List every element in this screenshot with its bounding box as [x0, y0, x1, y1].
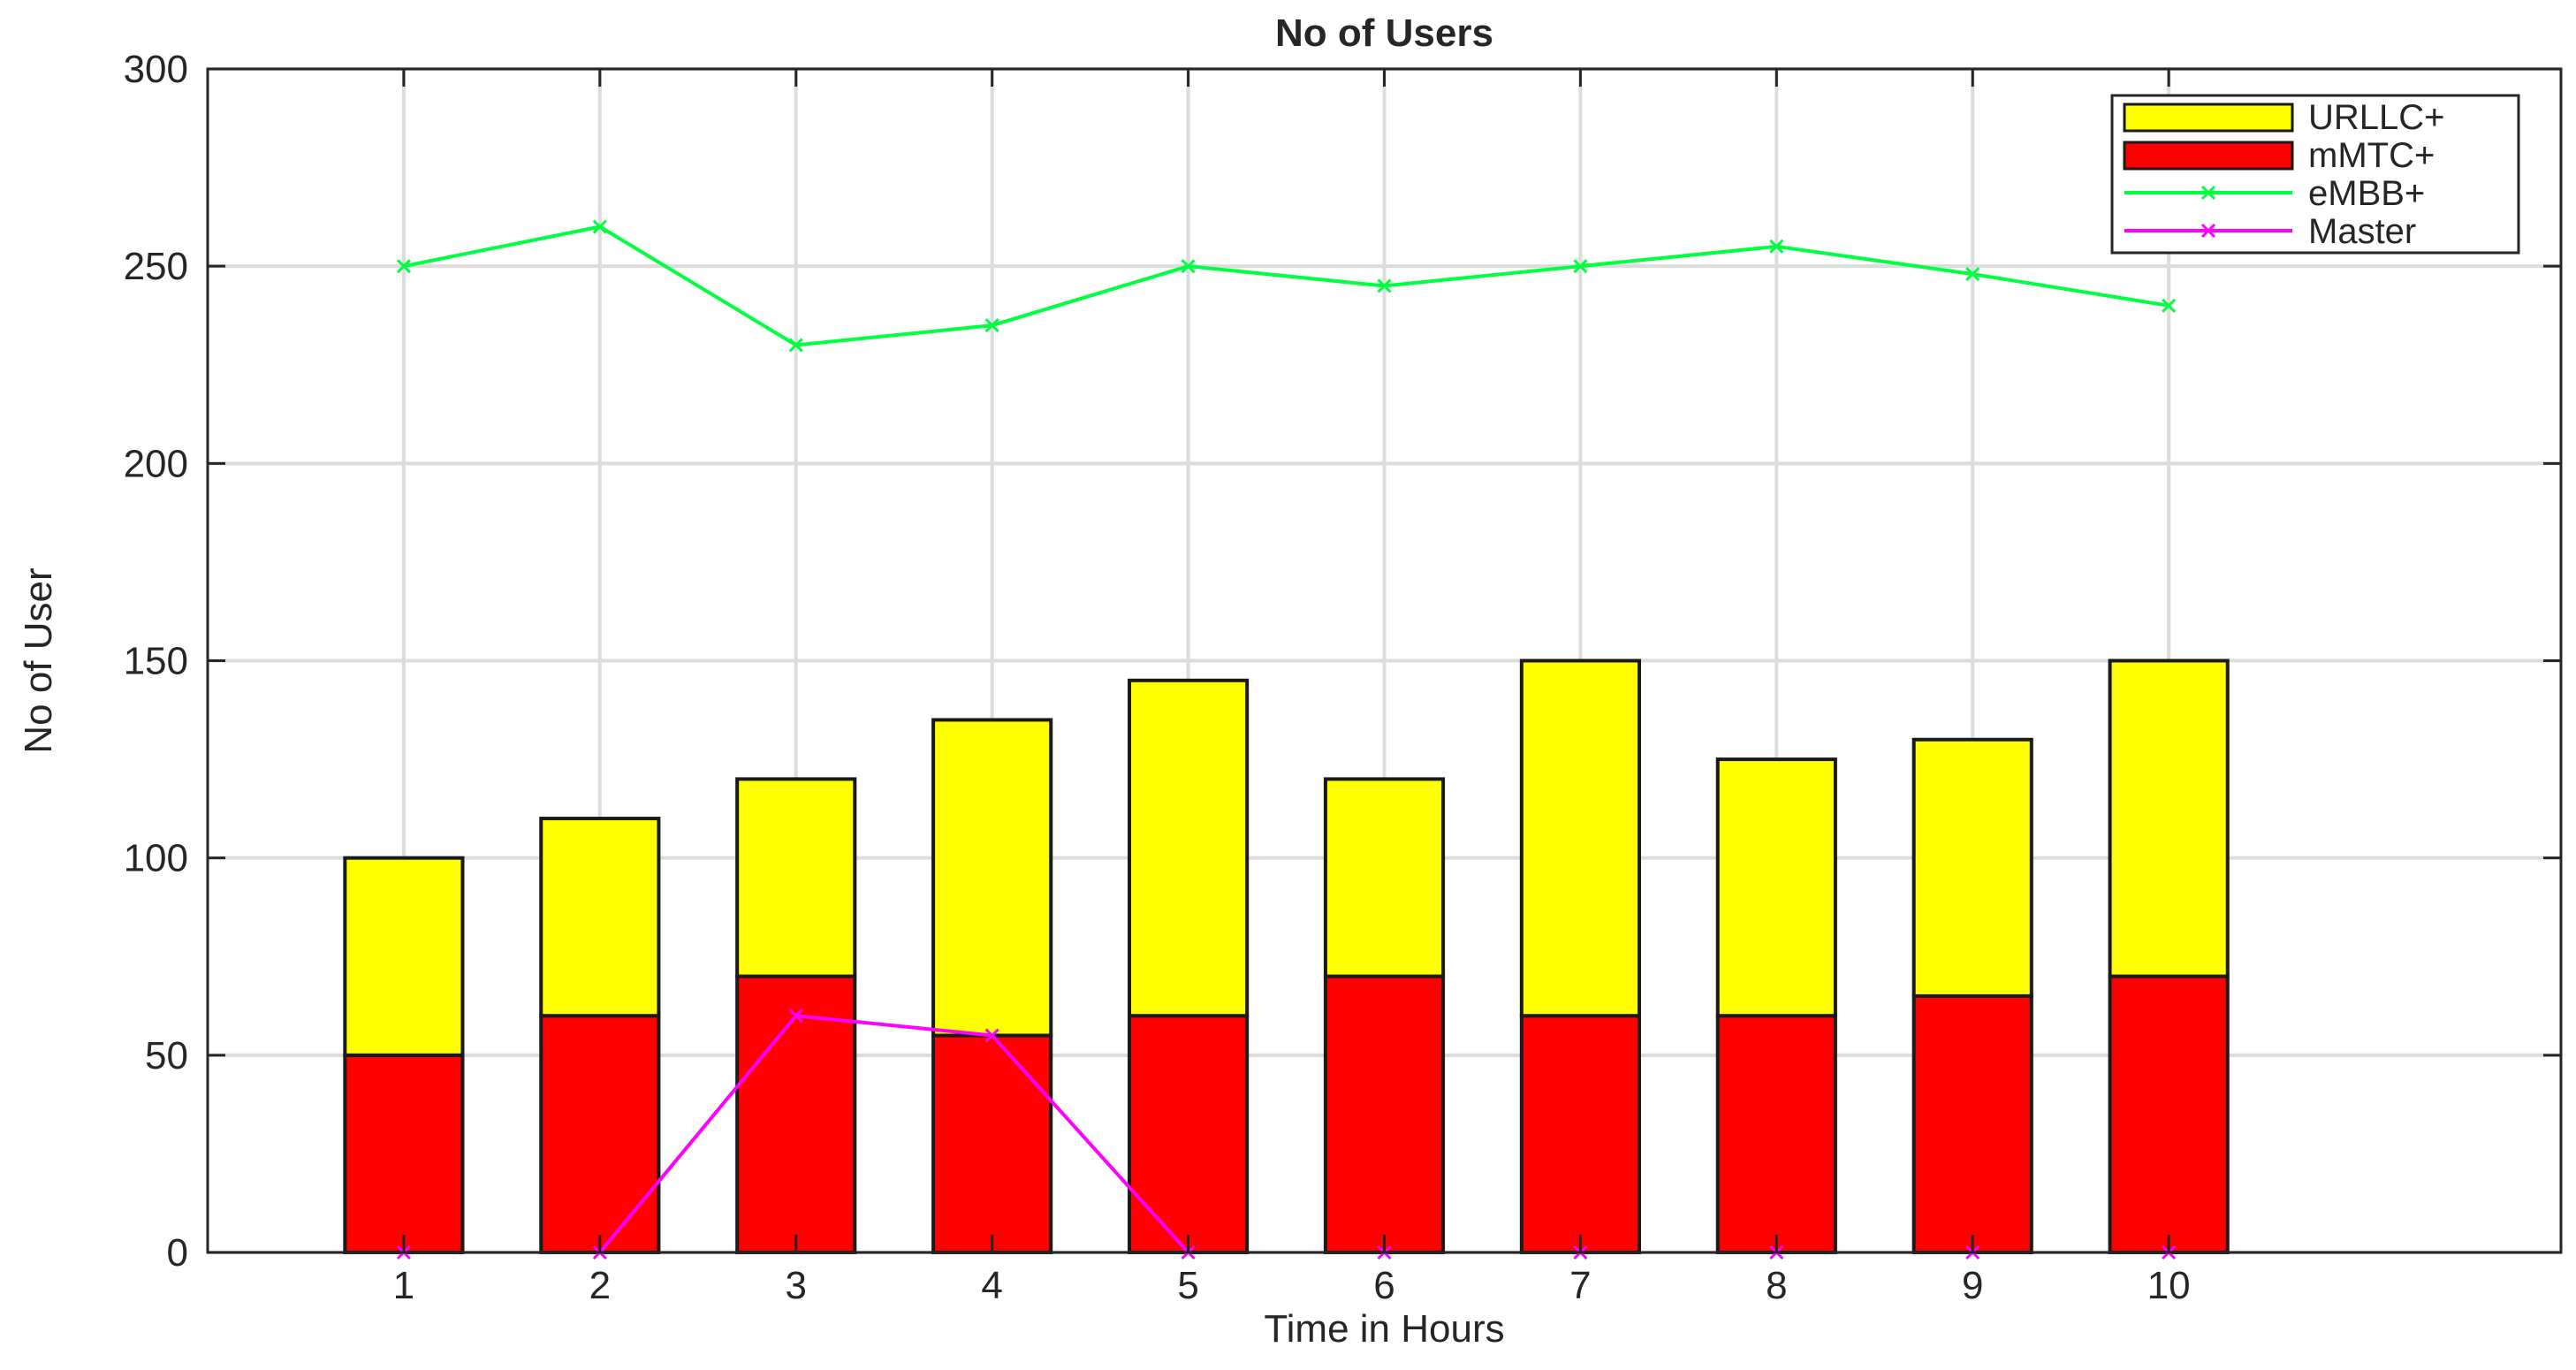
- x-tick-label: 6: [1373, 1264, 1394, 1307]
- point-embb-3: [788, 338, 803, 353]
- bar-urllc-7: [1519, 658, 1641, 1018]
- x-tick-label: 8: [1766, 1264, 1787, 1307]
- line-series-embb: [403, 225, 2169, 347]
- bar-urllc-8: [1715, 757, 1837, 1018]
- point-embb-10: [2162, 298, 2177, 313]
- x-tick-label: 4: [981, 1264, 1002, 1307]
- bar-urllc-3: [735, 777, 857, 978]
- x-axis-label: Time in Hours: [1264, 1307, 1504, 1351]
- y-tick-label: 0: [167, 1231, 188, 1275]
- point-embb-7: [1573, 259, 1588, 274]
- lines: [396, 219, 2177, 1260]
- bar-urllc-5: [1128, 678, 1250, 1018]
- bars: [343, 658, 2230, 1255]
- point-embb-4: [984, 318, 999, 333]
- bar-mmtc-5: [1128, 1014, 1250, 1254]
- legend-marker-master: [2200, 223, 2216, 239]
- point-embb-5: [1181, 259, 1196, 274]
- point-embb-6: [1377, 278, 1392, 293]
- y-axis-label: No of User: [17, 567, 60, 753]
- y-tick-label: 150: [124, 640, 188, 683]
- bar-urllc-9: [1911, 737, 2033, 998]
- y-tick-label: 50: [145, 1034, 188, 1077]
- legend-label-urllc: URLLC+: [2308, 98, 2445, 137]
- bar-mmtc-8: [1715, 1014, 1837, 1254]
- legend-label-master: Master: [2308, 212, 2416, 251]
- legend: URLLC+mMTC+eMBB+Master: [2110, 94, 2520, 255]
- x-tick-label: 5: [1177, 1264, 1198, 1307]
- point-embb-8: [1769, 239, 1784, 254]
- x-tick-label: 2: [589, 1264, 611, 1307]
- legend-swatch-urllc: [2123, 103, 2294, 133]
- x-tick-label: 10: [2147, 1264, 2191, 1307]
- legend-swatch-mmtc: [2123, 141, 2294, 171]
- point-embb-9: [1965, 267, 1980, 282]
- bar-mmtc-7: [1519, 1014, 1641, 1254]
- y-tick-label: 200: [124, 442, 188, 485]
- bar-urllc-2: [539, 817, 661, 1018]
- point-master-4: [984, 1028, 999, 1043]
- bar-mmtc-1: [343, 1053, 465, 1255]
- x-tick-label: 1: [393, 1264, 414, 1307]
- bar-mmtc-4: [931, 1033, 1053, 1255]
- bar-urllc-6: [1323, 777, 1446, 978]
- legend-label-mmtc: mMTC+: [2308, 136, 2435, 175]
- bar-mmtc-10: [2108, 974, 2230, 1254]
- y-tick-label: 100: [124, 837, 188, 880]
- x-tick-label: 7: [1569, 1264, 1591, 1307]
- legend-label-embb: eMBB+: [2308, 174, 2425, 213]
- bar-urllc-1: [343, 856, 465, 1057]
- x-tick-label: 9: [1962, 1264, 1983, 1307]
- point-embb-2: [592, 219, 607, 234]
- chart-title: No of Users: [1275, 11, 1493, 55]
- bar-urllc-4: [931, 718, 1053, 1038]
- bar-mmtc-3: [735, 974, 857, 1254]
- line-series-master: [598, 1014, 1190, 1254]
- bar-mmtc-6: [1323, 974, 1446, 1254]
- y-tick-label: 300: [124, 48, 188, 91]
- bar-mmtc-2: [539, 1014, 661, 1254]
- legend-marker-embb: [2200, 185, 2216, 201]
- point-embb-1: [396, 259, 411, 274]
- point-master-3: [788, 1008, 803, 1024]
- y-tick-label: 250: [124, 245, 188, 288]
- bar-urllc-10: [2108, 658, 2230, 978]
- x-tick-label: 3: [786, 1264, 807, 1307]
- bar-mmtc-9: [1911, 993, 2033, 1254]
